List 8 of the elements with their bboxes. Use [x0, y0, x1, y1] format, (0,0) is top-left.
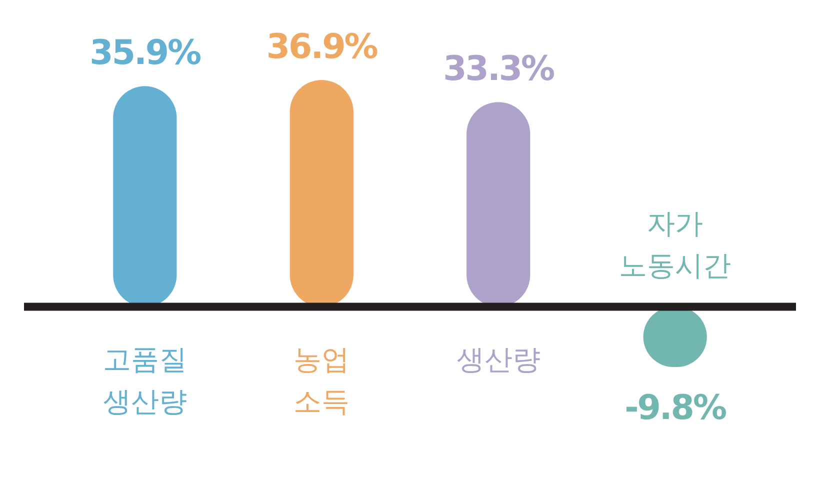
data-label: -9.8% [624, 388, 726, 428]
x-tick-label: 고품질 생산량 [102, 342, 187, 418]
data-label: 35.9% [90, 33, 201, 74]
x-tick-label: 자가 노동시간 [619, 206, 732, 282]
data-label: 33.3% [443, 49, 554, 90]
data-label: 36.9% [266, 27, 378, 67]
x-tick-label: 생산량 [456, 342, 540, 376]
x-tick-label: 농업 소득 [294, 342, 350, 418]
